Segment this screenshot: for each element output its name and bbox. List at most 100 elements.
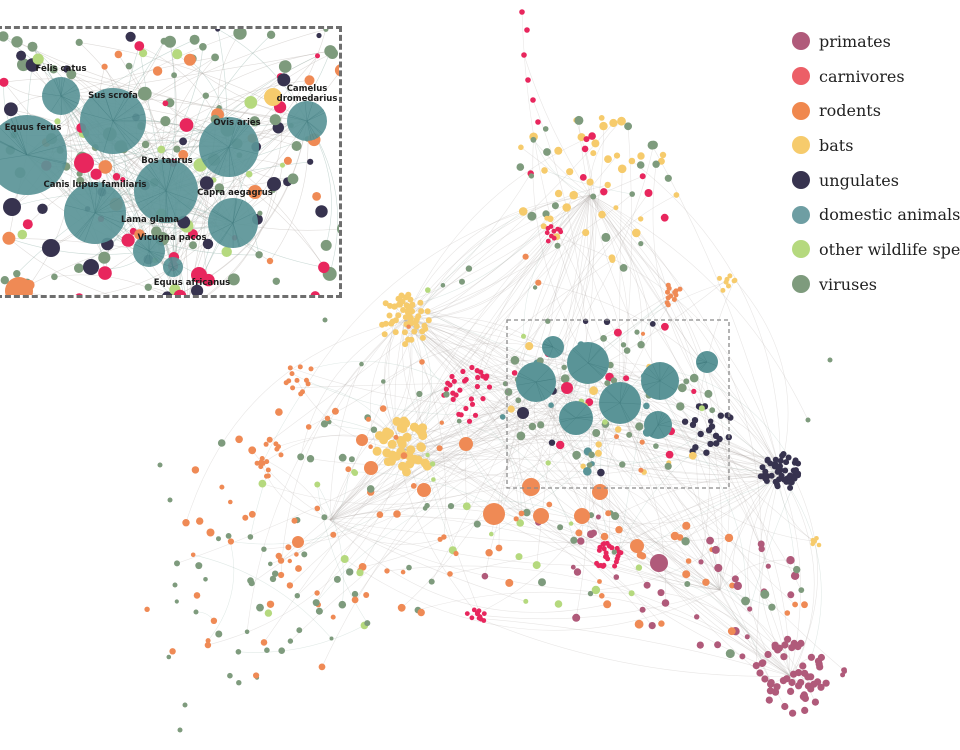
inset-node (316, 32, 322, 39)
host-node (459, 437, 473, 451)
network-edge (789, 478, 818, 677)
inset-node (291, 141, 302, 151)
rodent-node (419, 359, 425, 365)
virus-node (768, 603, 776, 611)
virus-node (516, 431, 526, 441)
node-spoke (218, 222, 234, 244)
bat-node (401, 329, 408, 336)
bat-node (406, 445, 416, 455)
legend-label: domestic animals (819, 205, 960, 225)
wildlife-node (532, 561, 541, 570)
node-spoke (517, 375, 537, 383)
virus-node (320, 420, 329, 428)
ungulate-node (782, 467, 789, 474)
rodent-node (600, 532, 609, 541)
primate-node (794, 643, 802, 651)
network-edge (386, 194, 591, 433)
bat-node (416, 427, 426, 437)
carnivore-node (486, 384, 493, 390)
ungulate-node (777, 457, 784, 464)
domestic-node (499, 414, 506, 420)
rodent-node (295, 565, 302, 572)
wildlife-node (258, 479, 267, 488)
virus-node (459, 278, 465, 285)
node-spoke (571, 362, 589, 375)
bat-node (398, 424, 408, 434)
inset-node (2, 231, 16, 245)
host-node (483, 503, 505, 525)
primate-node (817, 683, 825, 691)
network-edge (412, 304, 721, 591)
network-edge (631, 160, 781, 473)
bat-node (388, 320, 395, 327)
network-edge (329, 259, 613, 521)
carnivore-node (596, 547, 602, 553)
rodent-node (670, 531, 680, 541)
network-edge (601, 214, 723, 591)
node-spoke (148, 250, 162, 261)
network-edge (411, 211, 524, 324)
carnivore-node (525, 77, 531, 83)
bat-node (566, 168, 574, 176)
inset-node (101, 63, 108, 70)
virus-node (440, 283, 446, 288)
node-spoke (535, 381, 552, 394)
virus-node (725, 649, 735, 659)
carnivore-node (660, 213, 669, 222)
network-edge (54, 274, 165, 295)
node-spoke (619, 402, 629, 422)
rodent-node (314, 590, 320, 596)
rodent-node (673, 292, 679, 298)
virus-node (338, 600, 347, 609)
rodent-node (638, 467, 644, 473)
wildlife-node (591, 585, 601, 595)
primate-node (765, 563, 771, 569)
network-edge (51, 138, 150, 252)
bat-node (582, 229, 590, 237)
network-edge (599, 471, 781, 551)
virus-node (592, 429, 601, 437)
bat-node (395, 312, 402, 319)
bat-node (407, 296, 414, 303)
network-edge (396, 513, 721, 591)
bat-node (402, 432, 412, 442)
virus-node (264, 647, 270, 653)
rodent-node (278, 571, 285, 579)
inset-node (179, 137, 188, 146)
carnivore-node (481, 618, 487, 623)
node-spoke (94, 189, 116, 214)
bat-node (402, 314, 409, 321)
virus-node (601, 232, 611, 242)
inset-node (114, 50, 123, 59)
node-spoke (60, 95, 63, 116)
network-edge (404, 424, 778, 485)
network-edge (404, 319, 447, 538)
rodent-node (275, 408, 283, 416)
network-edge (329, 232, 586, 521)
circle-icon (792, 32, 810, 51)
rodent-node (522, 253, 529, 260)
network-edge (329, 470, 601, 521)
virus-node (805, 417, 811, 423)
inset-node (307, 158, 314, 165)
carnivore-node (484, 373, 490, 379)
ungulate-node (786, 479, 793, 485)
virus-node (301, 551, 308, 558)
virus-node (554, 242, 561, 249)
network-edge (523, 235, 552, 337)
carnivore-node (463, 376, 469, 383)
network-edge (734, 280, 789, 473)
node-spoke (112, 120, 136, 146)
node-spoke (112, 93, 132, 122)
node-spoke (560, 417, 577, 423)
rodent-node (235, 435, 243, 444)
virus-node (538, 578, 546, 587)
bat-node (418, 308, 425, 315)
inset-node (287, 173, 299, 185)
bat-node (518, 207, 528, 216)
node-spoke (306, 101, 314, 122)
network-edge (406, 324, 781, 476)
virus-node (626, 431, 633, 438)
node-spoke (228, 120, 244, 148)
carnivore-node (612, 563, 618, 569)
